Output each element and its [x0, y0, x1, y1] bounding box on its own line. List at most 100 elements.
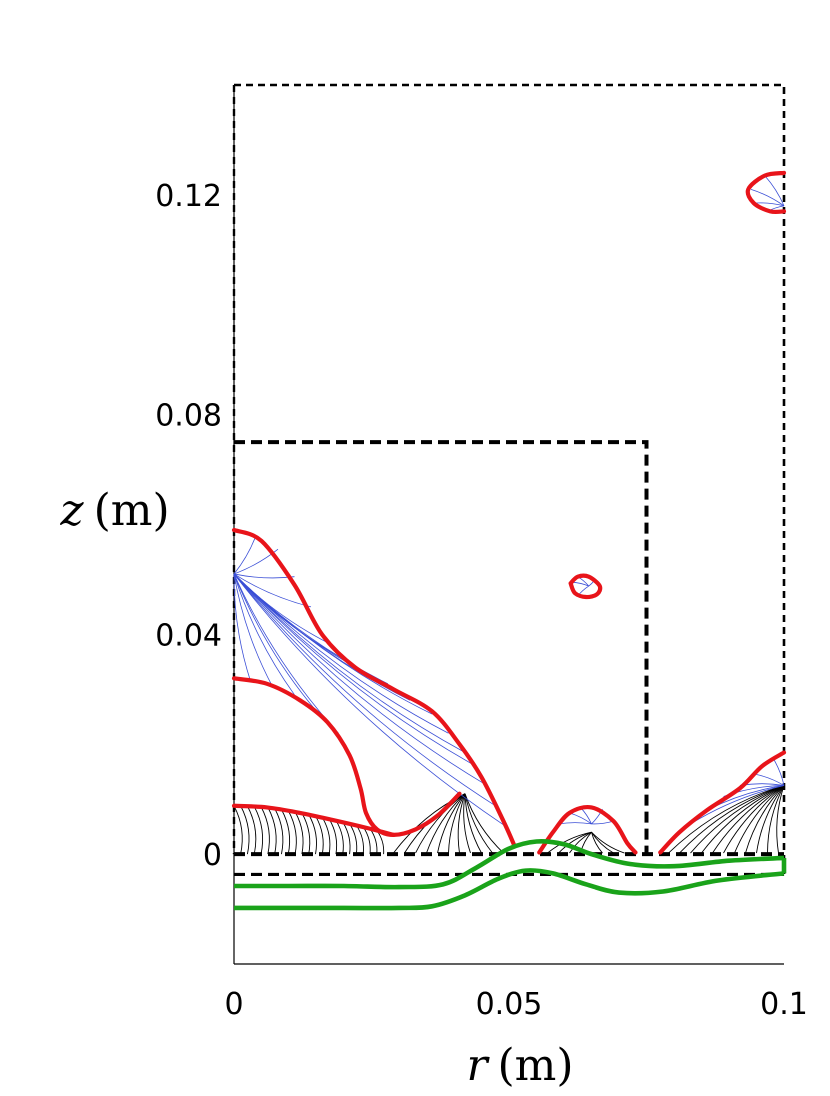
- black-ray: [267, 807, 277, 855]
- black-ray: [712, 785, 785, 854]
- black-ray: [437, 793, 466, 854]
- blue-ray: [233, 573, 251, 682]
- black-ray: [756, 785, 785, 854]
- black-ray: [734, 785, 785, 854]
- blue-ray: [233, 573, 477, 767]
- blue-ray: [233, 573, 312, 608]
- black-ray: [301, 813, 311, 855]
- x-tick-label: 0.05: [476, 987, 543, 1022]
- dashed-boundaries: [232, 83, 786, 877]
- blue-ray: [233, 535, 257, 575]
- black-ray: [363, 826, 371, 855]
- black-ray: [591, 832, 603, 854]
- black-ray: [591, 831, 614, 854]
- black-ray: [464, 793, 504, 854]
- black-ray: [591, 831, 625, 854]
- dashed-boundary-inner-box: [234, 440, 649, 855]
- black-ray: [288, 810, 297, 855]
- black-ray: [464, 793, 482, 854]
- red-curve-center-hump: [537, 805, 638, 855]
- x-tick-labels: 0 0.05 0.1: [224, 987, 807, 1022]
- blue-ray: [233, 573, 345, 660]
- blue-ray: [233, 573, 449, 734]
- y-tick-label: 0: [203, 838, 222, 873]
- black-ray: [701, 785, 785, 854]
- black-ray: [342, 822, 351, 855]
- blue-ray: [580, 807, 592, 825]
- black-ray: [463, 793, 471, 854]
- black-ray: [464, 793, 493, 854]
- black-ray: [745, 785, 785, 854]
- red-curve-right-top-front: [745, 170, 787, 215]
- black-ray: [426, 793, 466, 854]
- blue-ray: [764, 175, 785, 207]
- x-axis-label: r (m): [466, 1040, 573, 1091]
- black-ray: [569, 831, 592, 854]
- black-ray: [247, 806, 257, 855]
- y-tick-label: 0.12: [155, 179, 222, 214]
- blue-ray: [233, 573, 433, 715]
- blue-ray: [690, 785, 785, 825]
- black-ray: [294, 811, 304, 855]
- black-ray: [457, 793, 466, 854]
- black-ray: [240, 805, 250, 855]
- black-ray: [369, 828, 378, 855]
- x-axis-var: r: [466, 1040, 490, 1091]
- black-ray: [315, 816, 324, 855]
- blue-ray: [233, 573, 507, 827]
- black-ray: [322, 817, 331, 855]
- blue-ray: [233, 573, 339, 734]
- black-ray: [349, 823, 358, 855]
- red-curve-right-bottom-front: [658, 750, 787, 855]
- blue-ray: [233, 573, 389, 685]
- black-ray: [679, 785, 785, 854]
- y-tick-label: 0.08: [155, 399, 222, 434]
- black-ray: [233, 805, 243, 855]
- red-curve-lower-left-front: [231, 803, 396, 837]
- black-ray: [558, 831, 592, 854]
- black-ray: [448, 793, 466, 854]
- y-axis-label: z (m): [59, 485, 169, 536]
- black-ray: [547, 831, 592, 854]
- x-axis-unit: (m): [497, 1040, 573, 1091]
- blue-ray: [233, 573, 317, 712]
- black-ray: [254, 806, 264, 855]
- black-ray: [668, 785, 785, 854]
- blue-ray: [233, 548, 279, 575]
- black-ray: [281, 809, 291, 855]
- black-ray: [690, 785, 785, 854]
- black-ray: [356, 825, 364, 855]
- blue-ray: [750, 188, 785, 207]
- red-curve-upper-left-front: [231, 527, 517, 848]
- red-curve-middle-left-front: [231, 676, 462, 837]
- black-ray: [308, 814, 317, 855]
- blue-ray: [233, 573, 295, 696]
- y-tick-label: 0.04: [155, 618, 222, 653]
- black-ray-fans: [233, 785, 785, 855]
- black-ray: [335, 820, 344, 855]
- y-axis-unit: (m): [94, 485, 170, 536]
- black-ray: [723, 785, 785, 854]
- black-ray: [767, 785, 785, 854]
- black-ray: [328, 819, 338, 855]
- blue-ray: [772, 757, 785, 786]
- black-ray: [776, 785, 785, 854]
- black-ray: [415, 793, 466, 854]
- blue-ray: [233, 573, 466, 753]
- black-ray: [274, 808, 284, 855]
- blue-ray: [233, 573, 328, 643]
- y-axis-var: z: [59, 485, 84, 536]
- black-ray: [260, 806, 270, 855]
- blue-ray: [756, 774, 785, 786]
- blue-ray: [591, 820, 614, 825]
- x-tick-label: 0: [224, 987, 243, 1022]
- blue-ray: [233, 573, 488, 786]
- x-tick-label: 0.1: [760, 987, 808, 1022]
- y-tick-labels: 0 0.04 0.08 0.12: [155, 179, 222, 873]
- blue-ray: [558, 822, 592, 825]
- dashed-boundary-outer-domain: [234, 83, 786, 877]
- blue-ray: [233, 573, 499, 808]
- red-curve-small-loop: [568, 573, 603, 600]
- blue-ray: [572, 581, 589, 587]
